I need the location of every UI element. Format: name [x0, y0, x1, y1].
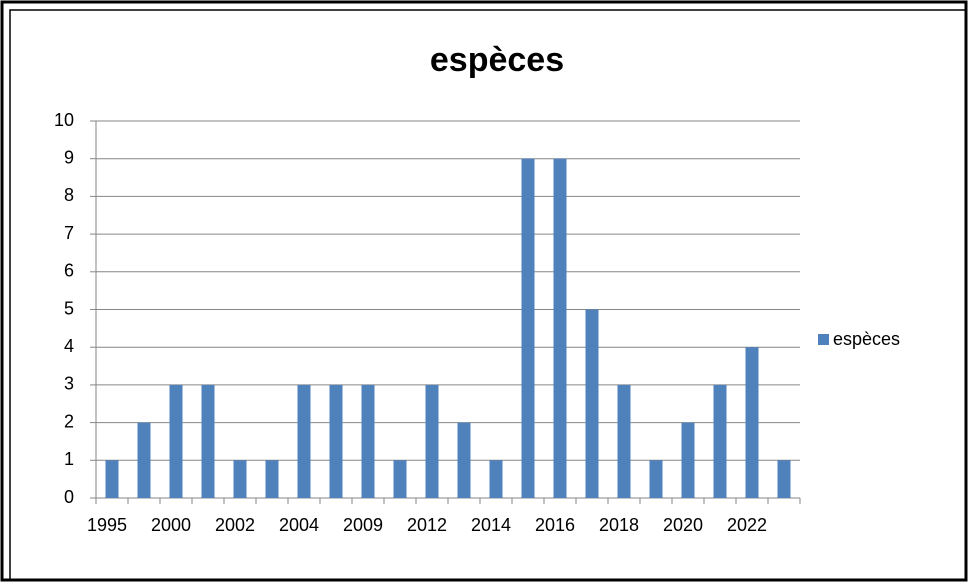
bar: [361, 384, 375, 498]
x-tick-label: 2012: [407, 515, 447, 535]
y-tick-label: 5: [64, 298, 74, 318]
bar: [393, 460, 407, 498]
y-tick-label: 3: [64, 374, 74, 394]
y-tick-label: 9: [64, 147, 74, 167]
bar: [297, 384, 311, 498]
x-tick-label: 2014: [471, 515, 511, 535]
x-tick-label: 2009: [343, 515, 383, 535]
x-tick-label: 1995: [87, 515, 127, 535]
x-tick-label: 2004: [279, 515, 319, 535]
x-tick-label: 2018: [599, 515, 639, 535]
y-tick-label: 4: [64, 336, 74, 356]
y-tick-label: 0: [64, 487, 74, 507]
bar: [553, 158, 567, 498]
bar: [521, 158, 535, 498]
bar: [681, 422, 695, 498]
bar: [489, 460, 503, 498]
bar: [105, 460, 119, 498]
y-tick-label: 7: [64, 223, 74, 243]
bar: [265, 460, 279, 498]
legend-label: espèces: [833, 329, 900, 349]
bar: [137, 422, 151, 498]
bar: [329, 384, 343, 498]
x-tick-label: 2020: [663, 515, 703, 535]
bar: [425, 384, 439, 498]
bar: [233, 460, 247, 498]
bar: [713, 384, 727, 498]
bar: [585, 309, 599, 498]
bar: [649, 460, 663, 498]
inner-frame: [9, 9, 967, 581]
bar: [745, 347, 759, 498]
bar: [169, 384, 183, 498]
bar: [457, 422, 471, 498]
bar: [777, 460, 791, 498]
x-tick-label: 2000: [151, 515, 191, 535]
bar: [617, 384, 631, 498]
legend-swatch: [818, 334, 829, 345]
x-tick-label: 2022: [727, 515, 767, 535]
chart-title: espèces: [430, 41, 564, 79]
bar: [201, 384, 215, 498]
y-tick-label: 10: [54, 110, 74, 130]
y-tick-label: 2: [64, 411, 74, 431]
x-tick-label: 2016: [535, 515, 575, 535]
x-tick-label: 2002: [215, 515, 255, 535]
y-tick-label: 1: [64, 449, 74, 469]
y-tick-label: 6: [64, 261, 74, 281]
y-tick-label: 8: [64, 185, 74, 205]
